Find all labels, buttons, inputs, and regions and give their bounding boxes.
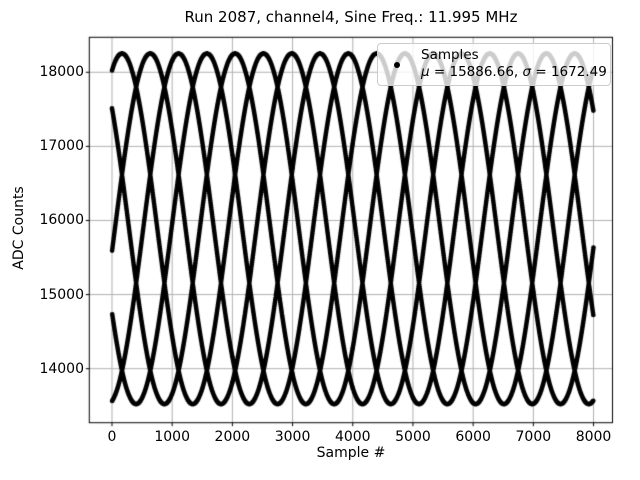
- legend-line-samples: Samples: [421, 47, 479, 63]
- x-tick-label: 4000: [334, 429, 371, 445]
- y-tick-label: 14000: [39, 360, 84, 377]
- y-tick-label: 16000: [39, 212, 84, 229]
- sigma-value: = 1672.49: [531, 64, 607, 80]
- x-tick-label: 7000: [515, 429, 552, 445]
- dot-icon: [394, 62, 400, 68]
- y-tick-label: 15000: [39, 286, 84, 303]
- x-tick-label: 2000: [214, 429, 251, 445]
- x-tick-label: 3000: [274, 429, 311, 445]
- legend-line-stats: μ = 15886.66, σ = 1672.49: [421, 64, 607, 81]
- x-tick-label: 5000: [395, 429, 431, 445]
- y-tick-label: 17000: [39, 138, 84, 155]
- sigma-symbol: σ: [522, 64, 532, 80]
- x-tick-label: 6000: [455, 429, 491, 445]
- mu-value: = 15886.66,: [429, 64, 523, 80]
- legend-text: Samples μ = 15886.66, σ = 1672.49: [421, 47, 607, 81]
- plot-title: Run 2087, channel4, Sine Freq.: 11.995 M…: [184, 8, 518, 26]
- x-tick-label: 8000: [575, 429, 612, 445]
- legend: Samples μ = 15886.66, σ = 1672.49: [377, 43, 611, 86]
- mu-symbol: μ: [421, 64, 430, 80]
- y-tick-label: 18000: [39, 64, 84, 81]
- x-tick-label: 0: [107, 429, 117, 445]
- plot-area: [78, 26, 622, 432]
- x-tick-label: 1000: [154, 429, 190, 445]
- x-axis-label: Sample #: [316, 445, 386, 461]
